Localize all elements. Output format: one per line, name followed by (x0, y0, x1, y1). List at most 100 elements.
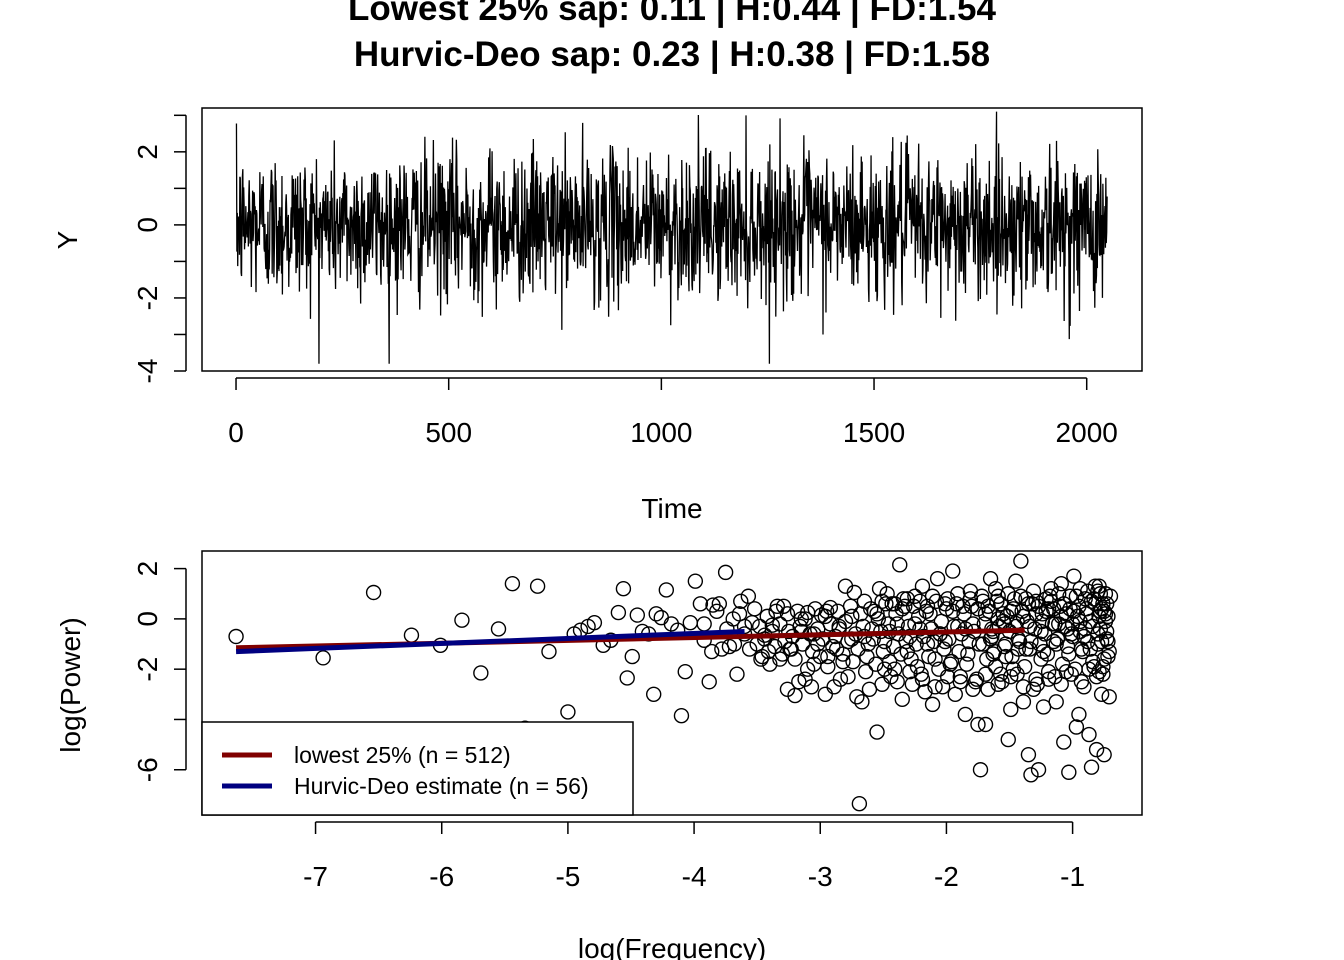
periodogram-point (1067, 661, 1083, 677)
periodogram-point (1028, 671, 1044, 687)
periodogram-point (912, 621, 928, 637)
periodogram-point (960, 646, 976, 662)
periodogram-point (982, 570, 999, 587)
periodogram-point (854, 694, 870, 710)
periodogram-point (729, 666, 745, 682)
legend-box (201, 721, 634, 816)
periodogram-point (775, 598, 792, 615)
periodogram-point (692, 596, 709, 612)
periodogram-point (849, 689, 865, 705)
periodogram-point (1095, 666, 1111, 682)
periodogram-point (1020, 746, 1037, 763)
periodogram-point (648, 606, 664, 622)
periodogram-point (1076, 628, 1092, 645)
periodogram-point (990, 676, 1006, 692)
periodogram-point (985, 646, 1001, 662)
periodogram-point (490, 621, 507, 637)
periodogram-point (927, 651, 943, 667)
periodogram-point (793, 611, 810, 627)
periodogram-point (957, 706, 974, 723)
periodogram-point (646, 686, 662, 703)
time-series-y-axis: -4 -2 0 2 (132, 114, 187, 384)
periodogram-point (1056, 596, 1072, 612)
periodogram-point (1097, 586, 1114, 602)
periodogram-point (624, 648, 640, 665)
periodogram-x-tick-label: -2 (934, 861, 959, 892)
periodogram-point (812, 648, 828, 665)
periodogram-point (1083, 759, 1100, 775)
periodogram-point (879, 586, 895, 602)
periodogram-y-tick-label: 0 (132, 611, 163, 627)
periodogram-point (965, 681, 981, 697)
periodogram-point (887, 661, 903, 677)
title-line-2: Hurvic-Deo sap: 0.23 | H:0.38 | FD:1.58 (354, 35, 990, 74)
periodogram-point (714, 641, 730, 657)
periodogram-point (817, 686, 833, 703)
periodogram-point (1015, 694, 1032, 710)
legend-label-hurvic-deo: Hurvic-Deo estimate (n = 56) (294, 773, 589, 799)
periodogram-point (852, 606, 869, 622)
periodogram-point (885, 638, 902, 655)
periodogram-point (767, 638, 783, 655)
periodogram-point (1091, 663, 1107, 680)
periodogram-point (1061, 764, 1077, 780)
periodogram-point (228, 628, 244, 645)
periodogram-point (1005, 661, 1021, 677)
periodogram-point (315, 650, 331, 666)
periodogram-point (1040, 663, 1057, 680)
periodogram-point (892, 557, 908, 573)
periodogram-point (945, 563, 961, 579)
periodogram-point (1003, 701, 1019, 718)
periodogram-point (970, 716, 986, 733)
periodogram-point (629, 607, 645, 623)
time-series-x-tick-label: 1000 (630, 417, 692, 448)
periodogram-point (1025, 681, 1042, 697)
periodogram-point (889, 674, 905, 690)
periodogram-point (1088, 741, 1105, 758)
periodogram-point (807, 601, 823, 617)
periodogram-point (696, 616, 712, 632)
periodogram-point (1064, 628, 1081, 645)
periodogram-point (1092, 603, 1109, 620)
periodogram-y-tick-label: -2 (132, 657, 163, 682)
periodogram-point (1093, 686, 1110, 703)
periodogram-point (859, 648, 875, 665)
periodogram-point (832, 671, 849, 687)
periodogram-point (1098, 623, 1115, 640)
periodogram-point (704, 643, 720, 660)
periodogram-point (1096, 746, 1112, 763)
periodogram-point (677, 663, 693, 680)
periodogram-point (951, 643, 967, 660)
periodogram-point (851, 795, 868, 812)
periodogram-point (857, 663, 874, 680)
periodogram-point (933, 613, 950, 630)
periodogram-point (658, 582, 675, 598)
periodogram-point (759, 608, 775, 625)
periodogram-point (912, 593, 928, 609)
periodogram-point (529, 578, 546, 594)
time-series-y-tick-label: -2 (132, 285, 163, 310)
periodogram-point (987, 581, 1004, 597)
periodogram-point (403, 627, 420, 643)
periodogram-point (895, 591, 912, 607)
periodogram-point (967, 674, 984, 690)
periodogram-x-tick-label: -3 (808, 861, 833, 892)
periodogram-point (894, 601, 910, 617)
periodogram-point (919, 598, 936, 615)
periodogram-point (1043, 581, 1059, 597)
periodogram-x-axis: -7 -6 -5 -4 -3 -2 -1 (303, 821, 1085, 892)
periodogram-y-axis-title: log(Power) (55, 617, 86, 752)
periodogram-point (504, 575, 521, 592)
periodogram-point (1023, 633, 1039, 650)
time-series-y-tick-label: -4 (132, 359, 163, 384)
periodogram-point (731, 606, 748, 622)
periodogram-point (998, 636, 1014, 652)
legend-label-lowest-25: lowest 25% (n = 512) (294, 742, 511, 768)
periodogram-point (1082, 641, 1098, 657)
periodogram-point (1090, 583, 1106, 599)
periodogram-point (969, 671, 985, 687)
periodogram-point (541, 643, 557, 660)
periodogram-point (861, 681, 878, 697)
periodogram-point (894, 691, 910, 708)
